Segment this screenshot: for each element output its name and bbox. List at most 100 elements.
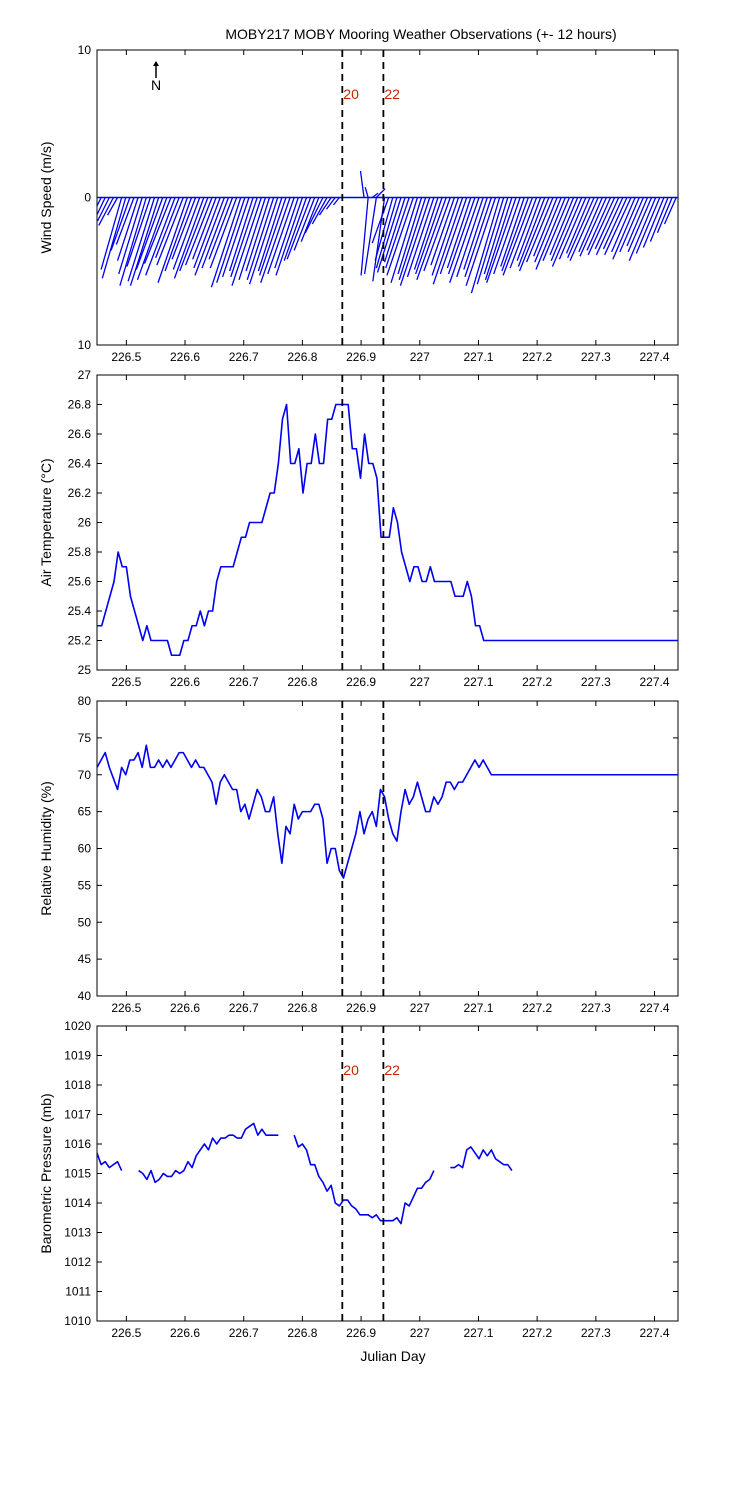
wind-vector bbox=[619, 197, 644, 253]
wind-vector bbox=[627, 197, 653, 253]
x-tick-label: 226.8 bbox=[287, 350, 317, 364]
wind-vector bbox=[628, 197, 657, 261]
x-tick-label: 226.9 bbox=[346, 675, 376, 689]
wind-vector bbox=[210, 197, 242, 288]
wind-vector bbox=[558, 197, 587, 260]
wind-vector bbox=[127, 197, 156, 282]
x-tick-label: 227.3 bbox=[581, 1326, 611, 1340]
x-tick-label: 227.2 bbox=[522, 1326, 552, 1340]
wind-vector bbox=[304, 197, 324, 234]
wind-vector bbox=[612, 197, 640, 260]
wind-vector bbox=[119, 197, 147, 286]
wind-vector bbox=[517, 197, 546, 267]
wind-vector bbox=[260, 197, 291, 283]
y-axis-label: Barometric Pressure (mb) bbox=[38, 1093, 54, 1253]
wind-vector bbox=[500, 197, 525, 267]
wind-vector bbox=[446, 197, 472, 269]
series-line bbox=[97, 403, 678, 657]
wind-vector bbox=[470, 197, 501, 294]
y-tick-label: 25.8 bbox=[68, 545, 92, 559]
y-tick-label: 1016 bbox=[64, 1137, 91, 1151]
plot-frame bbox=[96, 700, 679, 997]
wind-vector bbox=[98, 197, 115, 226]
wind-vector bbox=[423, 197, 451, 272]
y-tick-label: 50 bbox=[78, 915, 92, 929]
wind-vector bbox=[156, 197, 184, 266]
wind-vector bbox=[300, 197, 320, 242]
wind-vector bbox=[656, 197, 673, 234]
y-tick-label: 1017 bbox=[64, 1108, 91, 1122]
wind-vector bbox=[399, 197, 431, 286]
y-tick-label: 55 bbox=[78, 878, 92, 892]
x-tick-label: 226.7 bbox=[229, 1326, 259, 1340]
wind-vector bbox=[106, 197, 119, 216]
series-line bbox=[138, 1122, 279, 1184]
wind-vector bbox=[502, 197, 534, 276]
y-tick-label: 40 bbox=[78, 989, 92, 1003]
y-tick-label: 1015 bbox=[64, 1167, 91, 1181]
wind-vector bbox=[432, 197, 464, 285]
wind-vector bbox=[267, 197, 295, 275]
plot-frame bbox=[96, 374, 679, 671]
wind-vector bbox=[413, 197, 439, 270]
wind-vector bbox=[493, 197, 521, 275]
wind-vector bbox=[463, 197, 488, 270]
event-marker-label: 20 bbox=[343, 86, 359, 102]
series-line bbox=[97, 1152, 123, 1171]
y-tick-label: 25 bbox=[78, 663, 92, 677]
wind-vector bbox=[565, 197, 591, 254]
panel-wind-speed: 226.5 226.6 226.7 226.8 226.9 227 227.1 227.2 22… bbox=[38, 43, 679, 364]
y-tick-label: 1020 bbox=[64, 1019, 91, 1033]
wind-vector bbox=[533, 197, 558, 257]
wind-vector bbox=[311, 197, 328, 225]
wind-vector bbox=[248, 197, 279, 285]
wind-vector bbox=[164, 197, 193, 272]
x-tick-label: 227 bbox=[410, 1326, 430, 1340]
wind-vector bbox=[525, 197, 554, 263]
wind-vector bbox=[535, 197, 566, 270]
wind-vector bbox=[549, 197, 575, 256]
wind-vector bbox=[364, 187, 369, 198]
wind-vector bbox=[371, 197, 390, 244]
wind-vector bbox=[286, 197, 312, 260]
wind-vector bbox=[439, 197, 468, 275]
wind-vector bbox=[115, 197, 135, 245]
y-tick-label: 70 bbox=[78, 768, 92, 782]
wind-vector bbox=[135, 197, 164, 270]
wind-vector bbox=[567, 197, 595, 259]
wind-vector bbox=[551, 197, 583, 267]
event-marker-label: 22 bbox=[384, 1062, 400, 1078]
wind-vector bbox=[359, 170, 365, 198]
y-tick-label: 26.4 bbox=[68, 457, 92, 471]
wind-vector bbox=[569, 197, 599, 261]
y-tick-label: 65 bbox=[78, 805, 92, 819]
wind-vector bbox=[97, 197, 106, 217]
wind-vector bbox=[579, 197, 607, 257]
wind-vector bbox=[171, 197, 197, 260]
wind-vector bbox=[179, 197, 209, 272]
wind-vector bbox=[509, 197, 538, 269]
wind-vector bbox=[97, 197, 102, 208]
x-tick-label: 226.5 bbox=[111, 675, 141, 689]
x-tick-label: 227.2 bbox=[522, 675, 552, 689]
wind-vector bbox=[518, 197, 550, 272]
wind-vector bbox=[229, 197, 254, 272]
y-tick-label: 1010 bbox=[64, 1314, 91, 1328]
x-tick-label: 226.6 bbox=[170, 1326, 200, 1340]
x-tick-label: 227 bbox=[410, 675, 430, 689]
wind-vector bbox=[245, 197, 271, 272]
x-tick-label: 227.4 bbox=[640, 675, 670, 689]
wind-vector bbox=[155, 197, 180, 259]
wind-vector bbox=[216, 197, 246, 283]
y-axis-label: Relative Humidity (%) bbox=[38, 781, 54, 916]
wind-vector bbox=[209, 197, 238, 269]
y-tick-label: 10 bbox=[78, 338, 92, 352]
wind-vector bbox=[208, 197, 234, 260]
x-tick-label: 226.6 bbox=[170, 1001, 200, 1015]
wind-vector bbox=[230, 197, 258, 278]
wind-vector bbox=[602, 197, 628, 250]
wind-vector bbox=[431, 197, 460, 276]
wind-vector bbox=[594, 197, 620, 250]
x-tick-label: 227.3 bbox=[581, 675, 611, 689]
wind-vector bbox=[231, 197, 262, 286]
